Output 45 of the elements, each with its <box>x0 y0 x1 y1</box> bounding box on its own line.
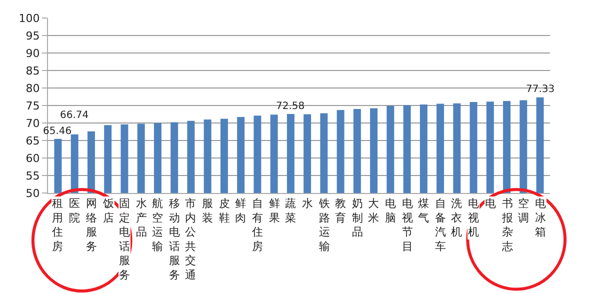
x-tick-label: 电脑 <box>385 197 396 224</box>
x-tick-label: 教育 <box>335 197 346 224</box>
x-tick-label: 自有住房 <box>252 197 263 253</box>
x-tick-label: 鲜果 <box>269 197 280 224</box>
y-tick-label: 50 <box>26 186 40 200</box>
y-tick-label: 65 <box>26 134 40 148</box>
x-tick-label: 大米 <box>368 197 379 224</box>
x-tick-label: 电视节目 <box>402 197 413 253</box>
x-tick-label: 蔬菜 <box>285 197 296 224</box>
x-tick-label: 服装 <box>202 197 213 224</box>
data-label: 77.33 <box>526 84 555 95</box>
y-tick-label: 100 <box>18 12 40 25</box>
x-tick-label: 航空运输 <box>152 197 163 253</box>
y-tick-label: 95 <box>26 29 40 42</box>
data-label: 72.58 <box>276 101 305 112</box>
x-tick-label: 铁路运输 <box>318 197 330 253</box>
x-tick-label: 空调 <box>518 197 529 224</box>
x-tick-label: 书报杂志 <box>501 197 513 253</box>
y-tick-label: 60 <box>26 152 40 165</box>
x-tick-label: 租用住房 <box>52 197 63 253</box>
x-tick-label: 电冰箱 <box>535 197 546 239</box>
x-tick-label: 自备汽车 <box>435 197 446 253</box>
x-tick-label: 饭店 <box>102 197 114 224</box>
y-tick-label: 85 <box>26 64 40 78</box>
x-tick-label: 煤气 <box>418 197 429 224</box>
data-label: 65.46 <box>43 126 72 137</box>
y-tick-label: 90 <box>26 46 40 60</box>
x-tick-label: 电 <box>485 197 496 210</box>
x-tick-label: 水产品 <box>136 197 147 239</box>
y-tick-label: 80 <box>26 82 40 95</box>
y-tick-label: 75 <box>26 99 40 112</box>
x-tick-label: 移动电话服务 <box>169 197 180 282</box>
x-tick-label: 电视机 <box>468 197 479 239</box>
x-tick-label: 奶制品 <box>352 197 363 239</box>
x-tick-label: 皮鞋 <box>219 197 230 224</box>
x-tick-label: 固定电话服务 <box>119 197 130 282</box>
y-tick-label: 55 <box>26 169 40 182</box>
y-tick-label: 70 <box>26 116 40 130</box>
x-tick-label: 市内公共交通 <box>185 197 196 282</box>
x-tick-label: 鲜肉 <box>235 197 246 224</box>
x-tick-label: 医院 <box>69 197 80 224</box>
x-tick-label: 洗衣机 <box>451 197 462 239</box>
data-label: 66.74 <box>60 110 89 121</box>
x-tick-label: 水 <box>302 197 313 210</box>
x-tick-label: 网络服务 <box>86 197 97 253</box>
